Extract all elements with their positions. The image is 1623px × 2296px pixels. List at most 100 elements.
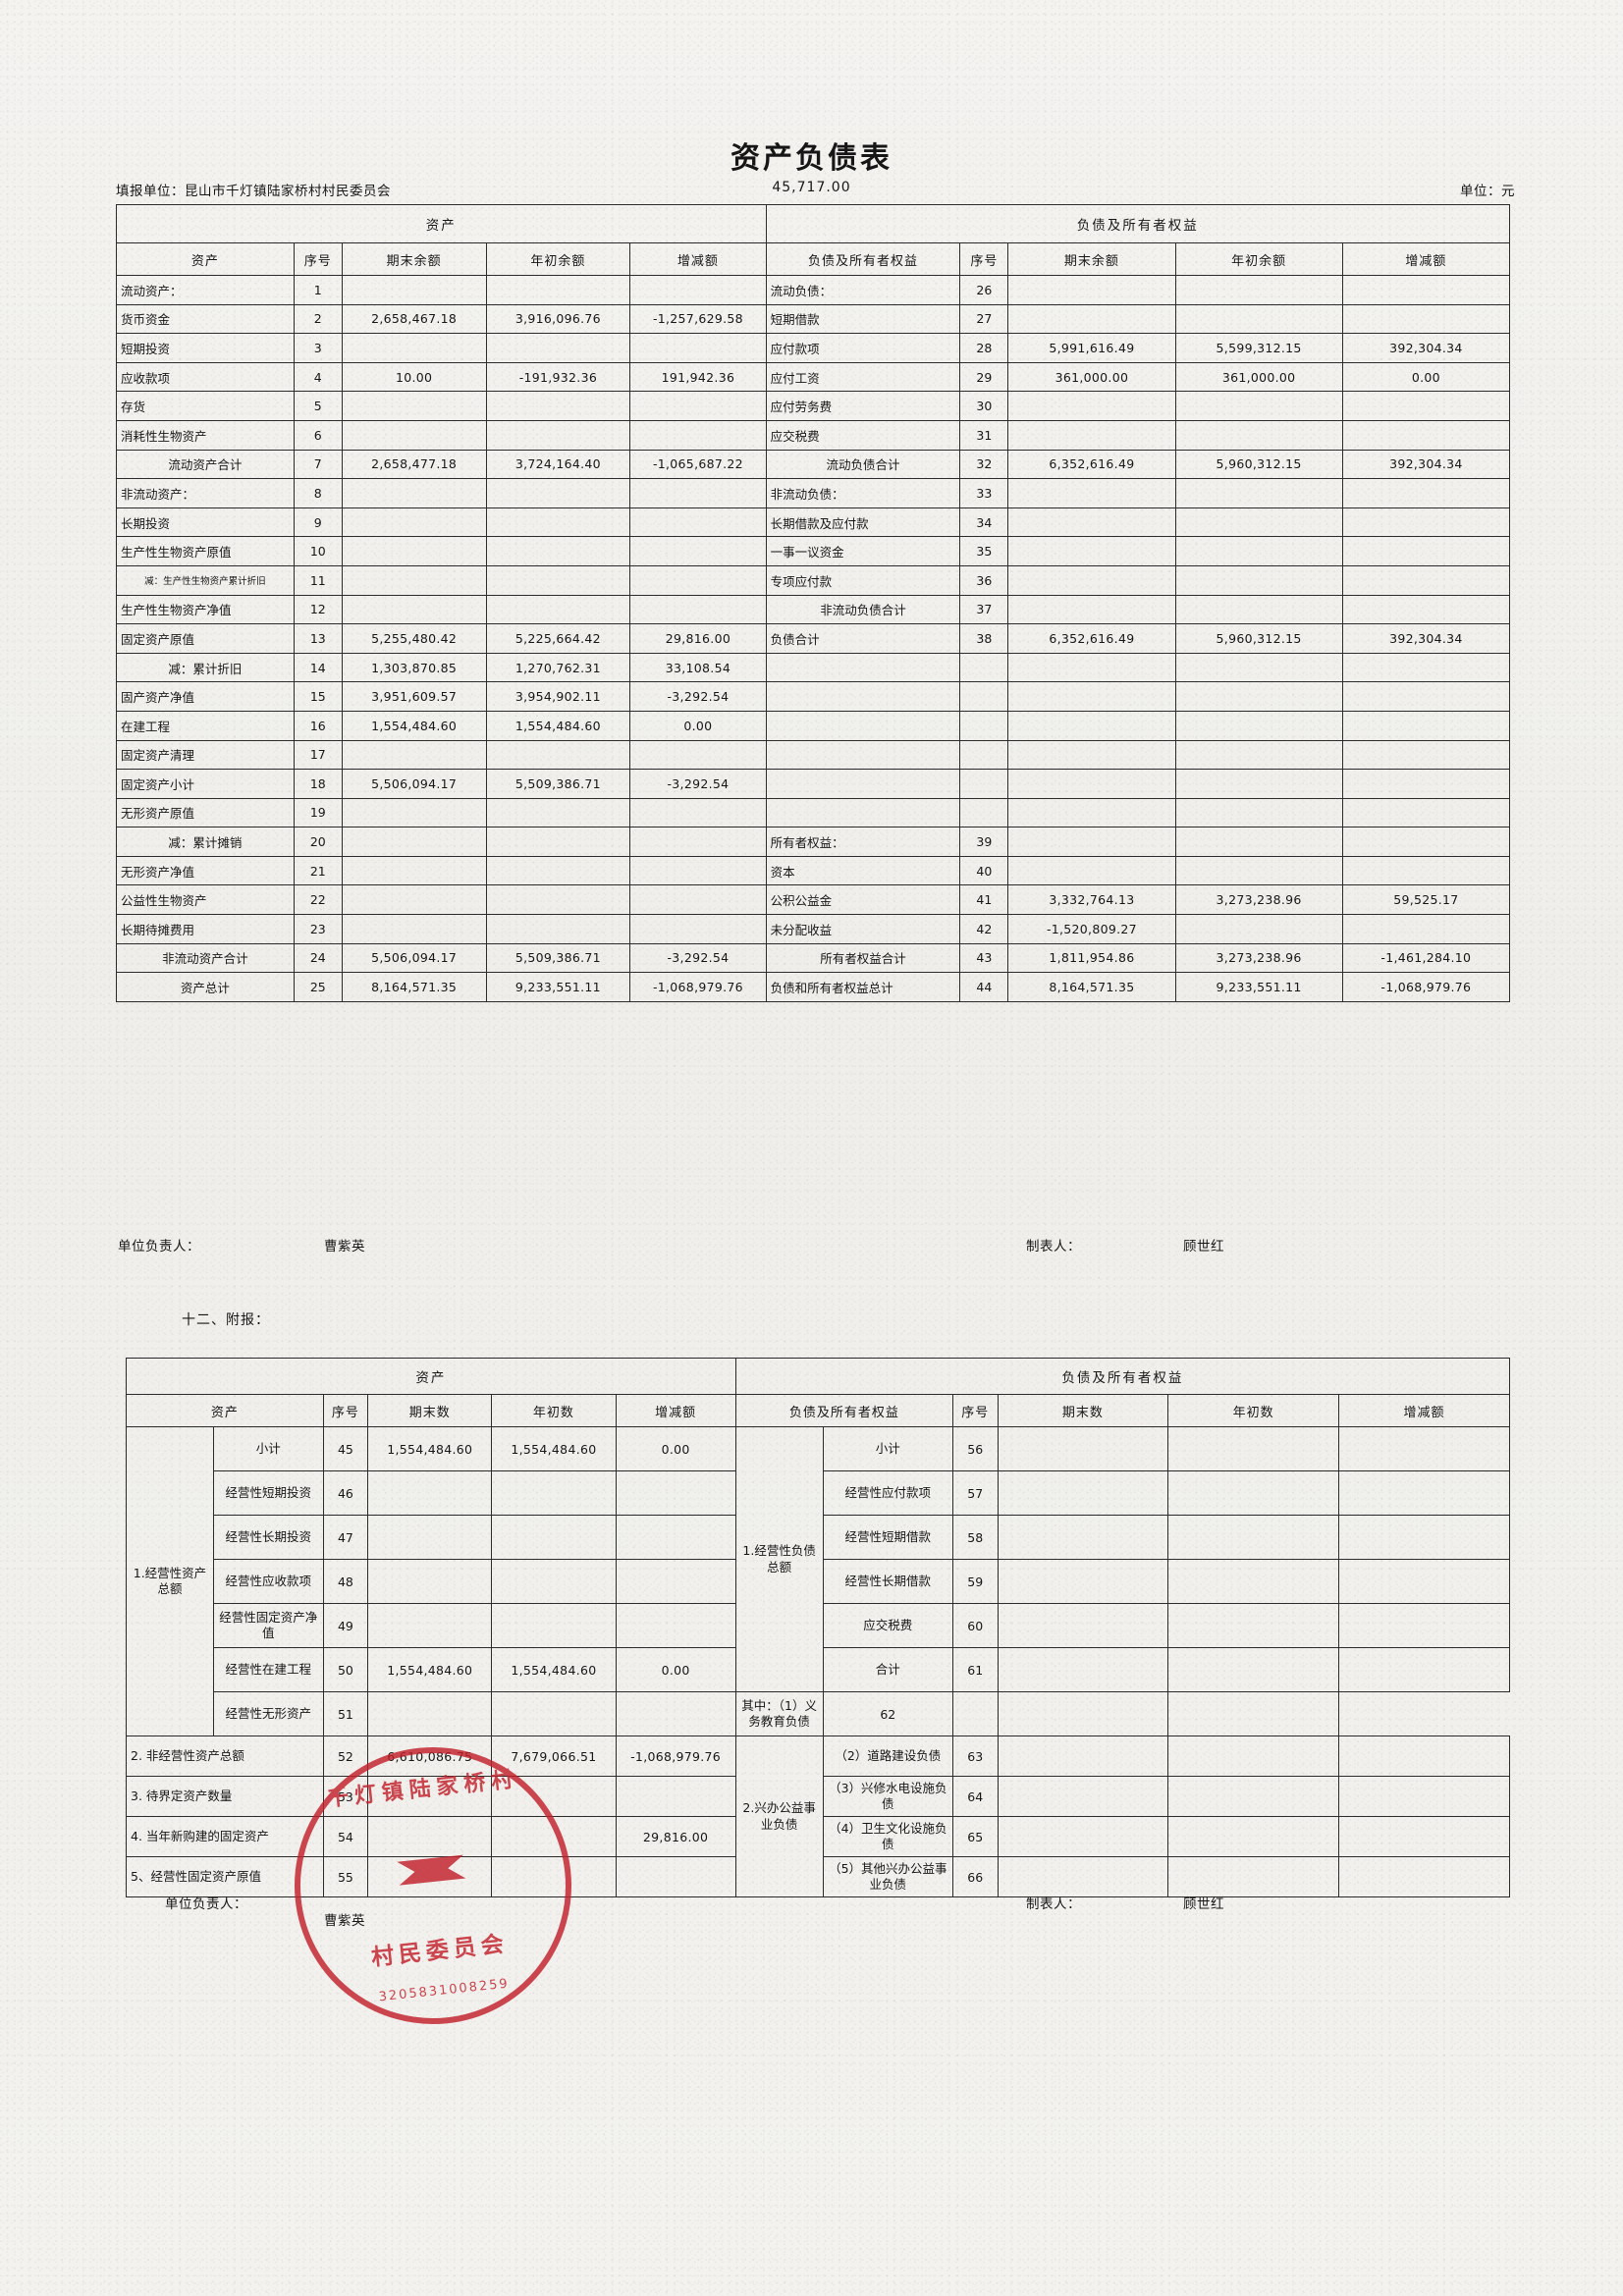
liability-line-no: 43 bbox=[959, 942, 1009, 974]
liability-change bbox=[1341, 652, 1511, 683]
liability-label: 公积公益金 bbox=[765, 884, 961, 916]
appendix-liability-change bbox=[1338, 1647, 1510, 1692]
main-table-row: 无形资产原值 19 bbox=[116, 797, 1511, 828]
appendix-tail-asset-change: 29,816.00 bbox=[615, 1816, 736, 1857]
liability-end-balance bbox=[1007, 391, 1176, 421]
asset-begin-balance bbox=[485, 507, 631, 538]
liability-end-balance bbox=[1007, 536, 1176, 566]
liability-end-balance bbox=[1007, 681, 1176, 712]
appendix-liability-label: 经营性短期借款 bbox=[822, 1515, 954, 1560]
appendix-liability-change bbox=[1338, 1515, 1510, 1560]
asset-end-balance: 8,164,571.35 bbox=[341, 972, 487, 1002]
appendix-asset-end: 1,554,484.60 bbox=[367, 1426, 493, 1471]
liability-line-no: 37 bbox=[959, 594, 1009, 625]
asset-line-no: 5 bbox=[293, 391, 343, 421]
appendix-asset-change bbox=[615, 1603, 736, 1648]
appendix-asset-change bbox=[615, 1470, 736, 1516]
asset-line-no: 23 bbox=[293, 914, 343, 944]
asset-end-balance bbox=[341, 827, 487, 857]
liability-change: -1,068,979.76 bbox=[1341, 972, 1511, 1002]
appendix-asset-change bbox=[615, 1515, 736, 1560]
asset-line-no: 7 bbox=[293, 449, 343, 480]
liability-change bbox=[1341, 855, 1511, 886]
asset-change bbox=[629, 594, 767, 625]
main-table-row: 长期投资 9 长期借款及应付款 34 bbox=[116, 507, 1511, 538]
main-table-row: 在建工程 16 1,554,484.60 1,554,484.60 0.00 bbox=[116, 710, 1511, 741]
asset-label: 无形资产原值 bbox=[116, 797, 295, 828]
appendix-tail-liability-change bbox=[1338, 1816, 1510, 1857]
main-table-row: 减：累计折旧 14 1,303,870.85 1,270,762.31 33,108.5… bbox=[116, 652, 1511, 683]
asset-label: 资产总计 bbox=[116, 972, 295, 1002]
asset-change bbox=[629, 564, 767, 596]
liability-change bbox=[1341, 797, 1511, 828]
liability-line-no: 41 bbox=[959, 884, 1009, 916]
asset-end-balance bbox=[341, 391, 487, 421]
asset-line-no: 18 bbox=[293, 769, 343, 799]
group-header-assets: 资产 bbox=[116, 204, 767, 243]
appendix-group-header-assets: 资产 bbox=[126, 1358, 736, 1395]
appendix-tail-asset-label: 2. 非经营性资产总额 bbox=[126, 1735, 324, 1777]
acol-header-asset-end: 期末数 bbox=[367, 1394, 493, 1427]
asset-begin-balance bbox=[485, 275, 631, 305]
liability-end-balance: 6,352,616.49 bbox=[1007, 449, 1176, 480]
appendix-tail-liability-begin bbox=[1167, 1816, 1340, 1857]
main-preparer-name: 顾世红 bbox=[1183, 1239, 1224, 1255]
liability-label: 未分配收益 bbox=[765, 914, 961, 944]
asset-end-balance bbox=[341, 855, 487, 886]
liability-change bbox=[1341, 914, 1511, 944]
acol-header-liab-change: 增减额 bbox=[1338, 1394, 1510, 1427]
asset-begin-balance bbox=[485, 478, 631, 508]
main-unit-head-label: 单位负责人： bbox=[118, 1239, 200, 1255]
liability-begin-balance bbox=[1174, 739, 1343, 771]
appendix-asset-label: 经营性无形资产 bbox=[212, 1691, 324, 1736]
liability-end-balance bbox=[1007, 769, 1176, 799]
liability-label: 应付款项 bbox=[765, 333, 961, 363]
col-header-liab-begin: 年初余额 bbox=[1174, 242, 1343, 276]
asset-end-balance: 2,658,477.18 bbox=[341, 449, 487, 480]
liability-end-balance: 3,332,764.13 bbox=[1007, 884, 1176, 916]
asset-end-balance bbox=[341, 419, 487, 451]
asset-line-no: 16 bbox=[293, 710, 343, 741]
main-table-row: 公益性生物资产 22 公积公益金 41 3,332,764.13 3,273,238.96… bbox=[116, 884, 1511, 916]
appendix-asset-begin bbox=[491, 1603, 617, 1648]
appendix-liability-label: 经营性长期借款 bbox=[822, 1559, 954, 1604]
appendix-liability-label: 合计 bbox=[822, 1647, 954, 1692]
main-table-row: 非流动资产合计 24 5,506,094.17 5,509,386.71 -3,292.… bbox=[116, 942, 1511, 974]
liability-line-no: 40 bbox=[959, 855, 1009, 886]
appendix-liability-label: 经营性应付款项 bbox=[822, 1470, 954, 1516]
asset-begin-balance: 3,916,096.76 bbox=[485, 303, 631, 335]
appendix-liab-group2-label: 2.兴办公益事业负债 bbox=[734, 1735, 824, 1897]
main-table-row: 生产性生物资产原值 10 一事一议资金 35 bbox=[116, 536, 1511, 566]
appendix-tail-asset-label: 4. 当年新购建的固定资产 bbox=[126, 1816, 324, 1857]
asset-begin-balance bbox=[485, 884, 631, 916]
asset-label: 减：累计摊销 bbox=[116, 827, 295, 857]
asset-end-balance bbox=[341, 884, 487, 916]
asset-end-balance: 5,506,094.17 bbox=[341, 769, 487, 799]
asset-line-no: 20 bbox=[293, 827, 343, 857]
asset-begin-balance: 3,724,164.40 bbox=[485, 449, 631, 480]
seal-code: 3205831008259 bbox=[378, 1976, 511, 2005]
liability-line-no: 42 bbox=[959, 914, 1009, 944]
appendix-asset-change bbox=[615, 1559, 736, 1604]
appendix-tail-asset-change: -1,068,979.76 bbox=[615, 1735, 736, 1777]
asset-line-no: 15 bbox=[293, 681, 343, 712]
appendix-liability-label: 应交税费 bbox=[822, 1603, 954, 1648]
asset-end-balance bbox=[341, 564, 487, 596]
liability-change bbox=[1341, 419, 1511, 451]
liability-line-no: 44 bbox=[959, 972, 1009, 1002]
liability-change bbox=[1341, 478, 1511, 508]
appendix-liability-line-no: 57 bbox=[952, 1470, 999, 1516]
appendix-tail-asset-label: 5、经营性固定资产原值 bbox=[126, 1856, 324, 1897]
appendix-asset-label: 经营性长期投资 bbox=[212, 1515, 324, 1560]
asset-line-no: 8 bbox=[293, 478, 343, 508]
asset-begin-balance: 1,554,484.60 bbox=[485, 710, 631, 741]
liability-label: 一事一议资金 bbox=[765, 536, 961, 566]
asset-change: -1,065,687.22 bbox=[629, 449, 767, 480]
appendix-asset-begin bbox=[491, 1691, 617, 1736]
liability-change bbox=[1341, 507, 1511, 538]
appendix-liability-end bbox=[997, 1647, 1169, 1692]
asset-begin-balance: 5,225,664.42 bbox=[485, 623, 631, 654]
appendix-group-header-liabilities: 负债及所有者权益 bbox=[734, 1358, 1511, 1395]
appendix-tail-liability-end bbox=[997, 1816, 1169, 1857]
acol-header-liab-end: 期末数 bbox=[997, 1394, 1169, 1427]
